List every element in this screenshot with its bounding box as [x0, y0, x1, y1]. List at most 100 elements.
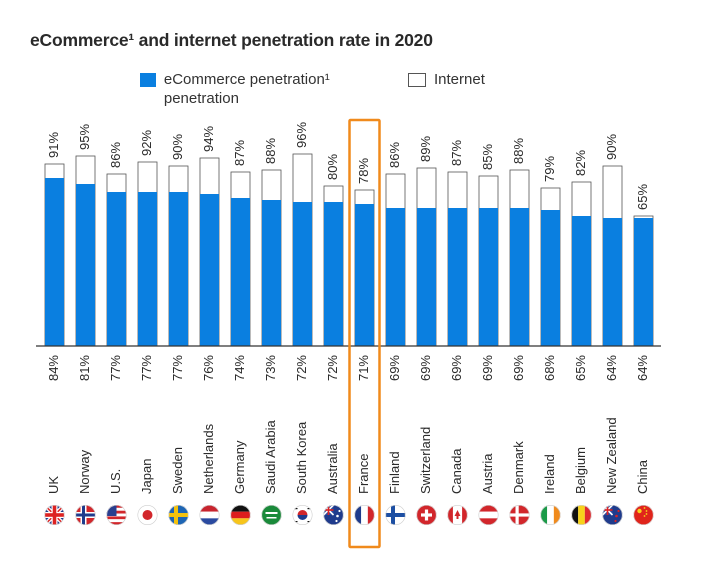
ecommerce-label-austria: 69%	[480, 355, 495, 381]
ecommerce-label-sweden: 77%	[170, 355, 185, 381]
internet-label-uk: 91%	[46, 132, 61, 158]
ecommerce-label-japan: 77%	[139, 355, 154, 381]
france-flag-icon-outline	[354, 504, 375, 525]
ecommerce-label-denmark: 69%	[511, 355, 526, 381]
internet-label-south-korea: 96%	[294, 122, 309, 148]
ecommerce-label-finland: 69%	[387, 355, 402, 381]
internet-label-sweden: 90%	[170, 134, 185, 160]
internet-label-canada: 87%	[449, 140, 464, 166]
internet-label-ireland: 79%	[542, 156, 557, 182]
ecommerce-bar-ireland	[541, 210, 560, 346]
internet-label-belgium: 82%	[573, 150, 588, 176]
category-label-canada: Canada	[449, 448, 464, 494]
legend-internet-label: Internet	[434, 71, 485, 88]
ecommerce-bar-germany	[231, 198, 250, 346]
ecommerce-label-canada: 69%	[449, 355, 464, 381]
ecommerce-label-norway: 81%	[77, 355, 92, 381]
category-label-germany: Germany	[232, 440, 247, 494]
japan-flag-icon	[137, 505, 158, 525]
new-zealand-flag-icon	[602, 505, 623, 525]
ecommerce-label-australia: 72%	[325, 355, 340, 381]
ireland-flag-icon	[540, 505, 561, 525]
ecommerce-label-saudi-arabia: 73%	[263, 355, 278, 381]
internet-label-switzerland: 89%	[418, 136, 433, 162]
internet-label-austria: 85%	[480, 144, 495, 170]
ecommerce-label-belgium: 65%	[573, 355, 588, 381]
denmark-flag-icon-outline	[509, 504, 530, 525]
ecommerce-bar-australia	[324, 202, 343, 346]
internet-label-norway: 95%	[77, 124, 92, 150]
ecommerce-label-new-zealand: 64%	[604, 355, 619, 381]
china-flag-icon-outline	[633, 504, 654, 525]
category-label-sweden: Sweden	[170, 447, 185, 494]
australia-flag-icon	[323, 505, 344, 525]
internet-label-australia: 80%	[325, 154, 340, 180]
legend-ecommerce-label: eCommerce penetration¹ penetration	[163, 71, 330, 107]
ecommerce-bar-uk	[45, 178, 64, 346]
ecommerce-label-netherlands: 76%	[201, 355, 216, 381]
internet-label-new-zealand: 90%	[604, 134, 619, 160]
legend-ecommerce-swatch	[140, 73, 156, 87]
ecommerce-bar-norway	[76, 184, 95, 346]
internet-label-saudi-arabia: 88%	[263, 138, 278, 164]
ecommerce-bar-u-s	[107, 192, 126, 346]
australia-flag-icon-outline	[323, 504, 344, 525]
category-label-uk: UK	[46, 476, 61, 494]
canada-flag-icon-outline	[447, 504, 468, 525]
ecommerce-label-ireland: 68%	[542, 355, 557, 381]
south-korea-flag-icon	[292, 505, 313, 525]
netherlands-flag-icon	[199, 505, 220, 525]
ireland-flag-icon-outline	[540, 504, 561, 525]
saudi-arabia-flag-icon-outline	[261, 504, 282, 525]
germany-flag-icon-outline	[230, 504, 251, 525]
ecommerce-bar-netherlands	[200, 194, 219, 346]
uk-flag-icon-outline	[44, 504, 65, 525]
internet-label-china: 65%	[635, 184, 650, 210]
internet-label-netherlands: 94%	[201, 126, 216, 152]
ecommerce-bar-belgium	[572, 216, 591, 346]
finland-flag-icon-outline	[385, 504, 406, 525]
ecommerce-bar-france	[355, 204, 374, 346]
china-flag-icon	[633, 505, 654, 525]
ecommerce-bar-denmark	[510, 208, 529, 346]
ecommerce-bar-japan	[138, 192, 157, 346]
ecommerce-bar-austria	[479, 208, 498, 346]
internet-label-japan: 92%	[139, 130, 154, 156]
category-label-switzerland: Switzerland	[418, 427, 433, 494]
norway-flag-icon-outline	[75, 504, 96, 525]
austria-flag-icon-outline	[478, 504, 499, 525]
denmark-flag-icon	[509, 505, 530, 525]
norway-flag-icon	[75, 505, 96, 525]
sweden-flag-icon	[168, 505, 189, 525]
ecommerce-bar-finland	[386, 208, 405, 346]
ecommerce-bar-sweden	[169, 192, 188, 346]
category-label-france: France	[356, 454, 371, 494]
ecommerce-bar-canada	[448, 208, 467, 346]
ecommerce-bar-saudi-arabia	[262, 200, 281, 346]
internet-label-germany: 87%	[232, 140, 247, 166]
category-label-finland: Finland	[387, 451, 402, 494]
category-label-china: China	[635, 459, 650, 494]
chart-title: eCommerce¹ and internet penetration rate…	[30, 30, 433, 50]
belgium-flag-icon-outline	[571, 504, 592, 525]
ecommerce-label-switzerland: 69%	[418, 355, 433, 381]
ecommerce-label-south-korea: 72%	[294, 355, 309, 381]
category-label-netherlands: Netherlands	[201, 423, 216, 494]
category-label-denmark: Denmark	[511, 441, 526, 494]
ecommerce-label-germany: 74%	[232, 355, 247, 381]
switzerland-flag-icon	[416, 505, 437, 525]
germany-flag-icon	[230, 505, 251, 525]
category-label-austria: Austria	[480, 453, 495, 494]
ecommerce-label-u-s: 77%	[108, 355, 123, 381]
category-label-japan: Japan	[139, 459, 154, 494]
legend-ecommerce: eCommerce penetration¹ penetration	[140, 70, 380, 108]
category-label-australia: Australia	[325, 443, 340, 494]
belgium-flag-icon	[571, 505, 592, 525]
category-label-norway: Norway	[77, 449, 92, 494]
ecommerce-bar-switzerland	[417, 208, 436, 346]
category-label-ireland: Ireland	[542, 454, 557, 494]
ecommerce-label-france: 71%	[356, 355, 371, 381]
finland-flag-icon	[385, 505, 406, 525]
highlight-box-france	[348, 118, 381, 549]
